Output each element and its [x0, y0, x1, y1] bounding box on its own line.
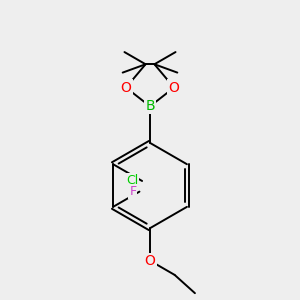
Text: O: O — [121, 81, 131, 94]
Text: F: F — [129, 185, 137, 198]
Text: Cl: Cl — [126, 175, 138, 188]
Text: B: B — [145, 99, 155, 113]
Text: O: O — [145, 254, 155, 268]
Text: O: O — [169, 81, 179, 94]
